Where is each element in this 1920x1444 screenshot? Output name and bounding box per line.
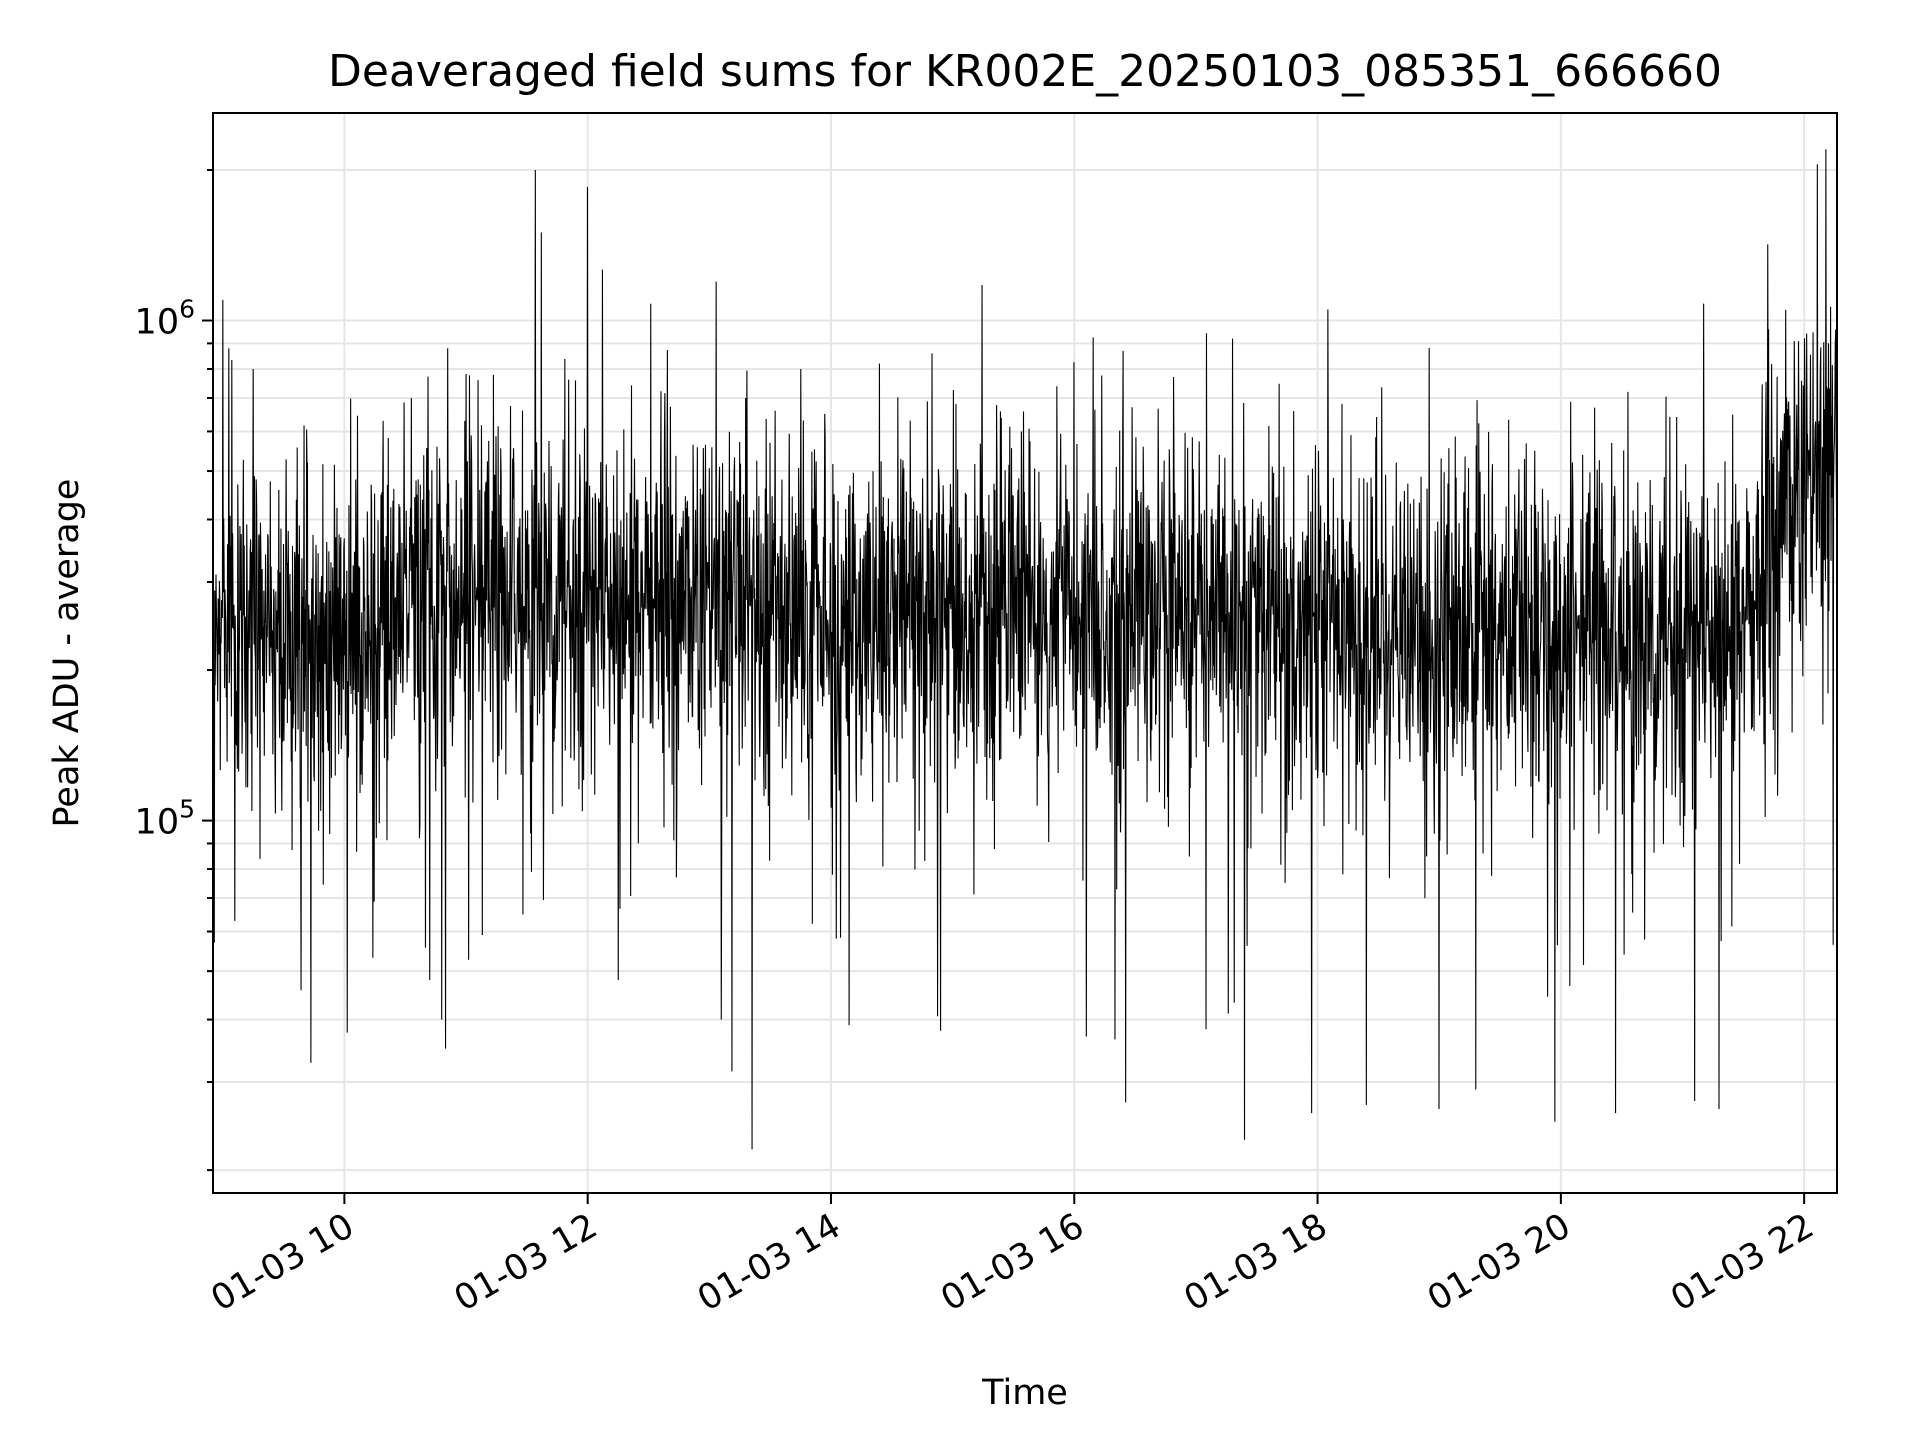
y-axis-label: Peak ADU - average <box>47 479 87 828</box>
series-line <box>212 149 1838 1150</box>
x-axis-label: Time <box>981 1373 1068 1413</box>
chart-title: Deaveraged field sums for KR002E_2025010… <box>328 46 1722 97</box>
y-tick-label: 106 <box>135 295 195 343</box>
data-series <box>212 149 1838 1150</box>
plot-frame <box>212 112 1838 1194</box>
y-tick-label: 105 <box>135 795 195 843</box>
